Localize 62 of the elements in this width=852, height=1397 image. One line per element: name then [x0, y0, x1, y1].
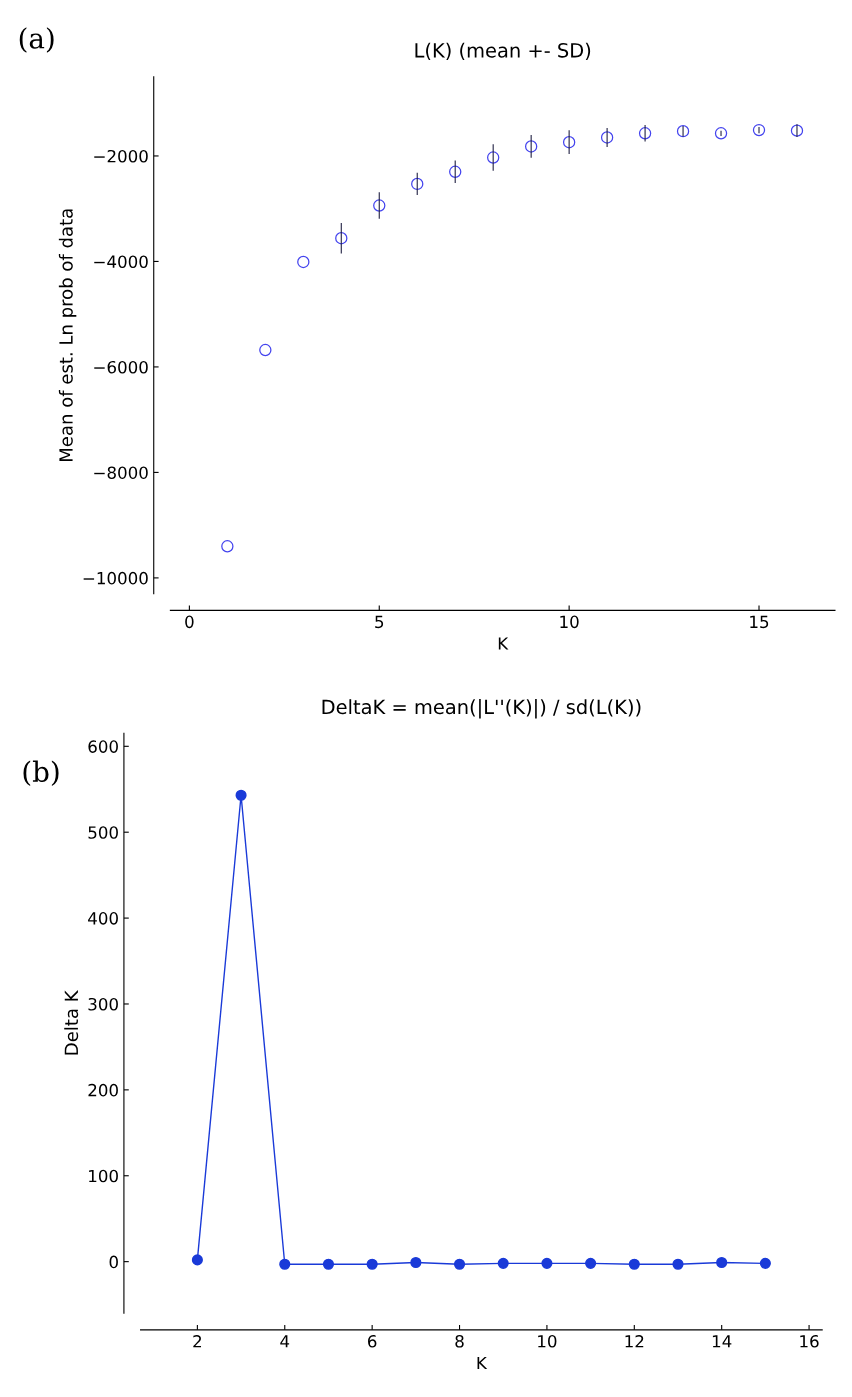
point	[759, 1257, 771, 1269]
point	[221, 540, 234, 553]
y-axis-title: Delta K	[64, 990, 79, 1055]
point	[600, 131, 614, 144]
point	[487, 151, 500, 164]
point	[322, 1258, 335, 1270]
y-tick-label: −6000	[94, 360, 148, 374]
y-tick-label: 500	[88, 826, 118, 839]
point	[497, 1257, 509, 1269]
x-tick-label: 8	[455, 1335, 464, 1348]
y-tick-label: 600	[88, 740, 118, 753]
point	[279, 1258, 291, 1270]
text: (a)	[19, 27, 54, 53]
point	[638, 127, 652, 140]
chart-title: DeltaK = mean(|L''(K)|) / sd(L(K))	[322, 699, 641, 719]
point	[235, 789, 247, 801]
x-tick-label: 0	[185, 615, 194, 629]
point	[335, 232, 348, 245]
x-tick-label: 16	[800, 1335, 819, 1348]
x-tick-label: 5	[375, 615, 384, 629]
chart-title: L(K) (mean +- SD)	[415, 42, 591, 60]
y-tick-label: 0	[109, 1255, 118, 1269]
point	[790, 124, 804, 137]
point	[541, 1257, 553, 1269]
x-tick-label: 12	[625, 1335, 644, 1348]
x-tick-label: 15	[750, 615, 769, 629]
point	[716, 1256, 728, 1269]
point	[628, 1258, 640, 1270]
x-tick-label: 14	[712, 1335, 732, 1348]
x-axis-title: K	[477, 1356, 488, 1370]
y-tick-label: −10000	[83, 571, 148, 585]
point	[585, 1257, 597, 1269]
point	[191, 1254, 203, 1266]
y-tick-label: 400	[88, 912, 118, 925]
y-axis-title: Mean of est. Ln prob of data	[58, 209, 77, 461]
point	[411, 177, 424, 191]
point	[714, 127, 728, 140]
x-tick-label: 6	[368, 1335, 377, 1348]
point	[410, 1256, 422, 1269]
point	[366, 1258, 378, 1270]
point	[672, 1258, 684, 1270]
x-tick-label: 10	[560, 615, 579, 629]
x-tick-label: 2	[193, 1335, 202, 1348]
y-tick-label: 100	[89, 1169, 118, 1183]
point	[297, 255, 310, 269]
point	[676, 124, 690, 138]
point	[752, 123, 766, 137]
y-tick-label: −8000	[94, 466, 148, 479]
y-tick-label: 200	[88, 1083, 118, 1097]
x-tick-label: 4	[280, 1335, 290, 1348]
x-tick-label: 10	[538, 1335, 557, 1348]
point	[259, 343, 272, 357]
text: (b)	[23, 760, 59, 786]
y-tick-label: −4000	[94, 255, 148, 269]
point	[562, 136, 576, 149]
point	[453, 1258, 466, 1270]
x-axis-title: K	[498, 637, 509, 650]
point	[373, 199, 386, 212]
point	[524, 140, 538, 153]
y-tick-label: 300	[88, 997, 118, 1011]
point	[449, 165, 462, 178]
y-tick-label: −2000	[94, 149, 148, 163]
